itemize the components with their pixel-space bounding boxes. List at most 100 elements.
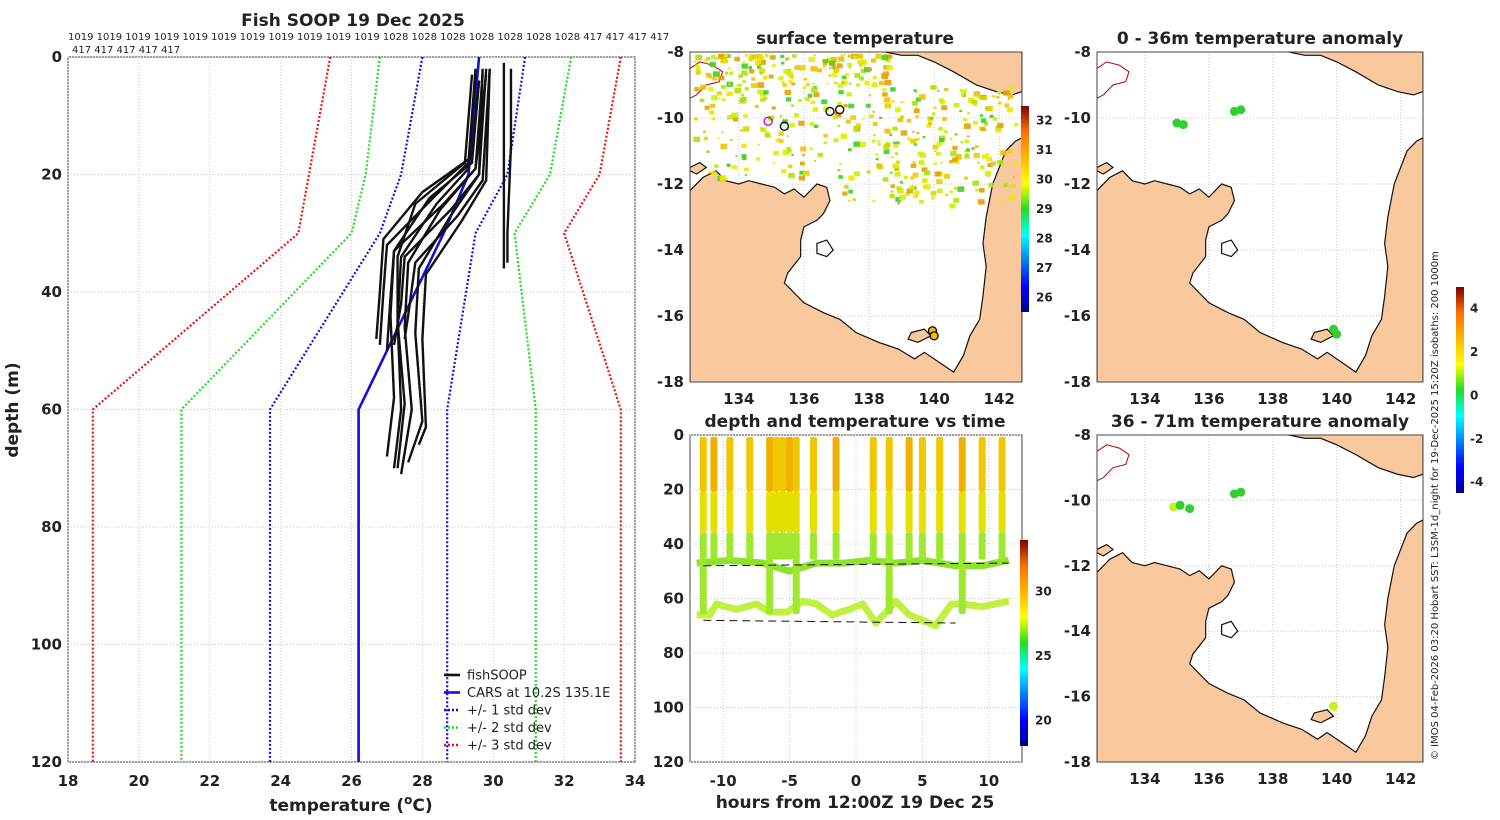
sst-pixel <box>934 171 941 177</box>
sst-pixel <box>808 56 815 62</box>
sst-pixel <box>848 66 852 69</box>
sst-pixel <box>895 141 900 145</box>
cast-location-marker <box>779 121 790 131</box>
surface-map-content <box>690 52 1022 382</box>
sst-pixel <box>794 65 800 70</box>
sst-pixel <box>708 75 713 79</box>
sst-pixel <box>967 112 970 115</box>
map-y-tick-label: -10 <box>1064 109 1091 127</box>
sst-pixel <box>714 56 719 60</box>
sst-pixel <box>809 147 813 151</box>
sst-pixel <box>787 149 792 153</box>
cast-segment <box>958 532 966 615</box>
map-x-tick-label: 136 <box>1193 770 1224 788</box>
mornington-island <box>1310 709 1335 724</box>
sst-pixel <box>961 90 967 95</box>
sst-pixel <box>768 74 774 79</box>
sst-pixel <box>894 166 900 171</box>
sst-pixel <box>973 152 980 158</box>
anomaly-36-71-ticks: 134 136 138 140 142 -8 -10 -12 -14 -16 -18 <box>1064 426 1416 788</box>
std-dev-line <box>446 56 527 762</box>
sst-pixel <box>885 58 891 63</box>
sst-pixel <box>787 135 790 138</box>
cast-segment <box>978 532 986 560</box>
sst-pixel <box>778 131 784 136</box>
sst-pixel <box>764 53 769 58</box>
sst-pixel <box>1010 183 1016 189</box>
x-tick-label: 0 <box>851 772 861 790</box>
y-tick-label: 0 <box>52 48 62 66</box>
sst-pixel <box>761 56 765 59</box>
sst-pixel <box>693 60 696 63</box>
sst-pixel <box>879 80 885 86</box>
sst-pixel <box>743 114 748 118</box>
deep-trajectory <box>696 597 1010 630</box>
sst-pixel <box>889 133 893 136</box>
sst-pixel <box>912 161 916 164</box>
cast-segment <box>958 491 966 533</box>
colorbar-tick-label: 28 <box>1036 231 1053 245</box>
sst-pixel <box>886 143 891 147</box>
sst-pixel <box>1014 162 1019 167</box>
sst-pixel <box>840 133 848 140</box>
depth-time-content <box>696 437 1010 630</box>
sst-pixel <box>731 112 738 118</box>
sst-pixel <box>936 188 943 193</box>
sst-pixel <box>916 137 920 141</box>
cast-segment <box>905 532 913 560</box>
sst-pixel <box>758 54 763 59</box>
sst-pixel <box>918 160 925 166</box>
sst-pixel <box>793 113 799 117</box>
sst-pixel <box>904 175 909 180</box>
sst-pixel <box>887 54 893 59</box>
sst-pixel <box>899 115 904 119</box>
sst-pixel <box>728 67 731 70</box>
sst-pixel <box>833 81 837 85</box>
sst-pixel <box>755 157 761 161</box>
sst-pixel <box>802 170 810 176</box>
cast-segment <box>786 532 794 560</box>
cast-location-marker <box>929 331 939 341</box>
sst-pixel <box>714 164 719 168</box>
sst-pixel <box>852 55 858 59</box>
sst-pixel <box>893 143 899 148</box>
sst-pixel <box>986 153 989 156</box>
x-tick-label: 22 <box>199 772 220 790</box>
sst-pixel <box>860 68 866 74</box>
sst-pixel <box>938 126 943 131</box>
sst-pixel <box>693 136 701 143</box>
sst-pixel <box>933 106 937 109</box>
sst-pixel <box>913 89 918 93</box>
sst-pixel <box>841 75 847 80</box>
fishsoop-profile <box>396 74 477 469</box>
sst-pixel <box>741 143 747 149</box>
sst-pixel <box>1007 93 1014 99</box>
sst-pixel <box>802 86 806 89</box>
sst-pixel <box>952 157 958 162</box>
profile-grid <box>67 56 636 763</box>
sst-pixel <box>959 89 963 92</box>
profile-lines <box>91 56 622 762</box>
sst-pixel <box>803 77 808 81</box>
sst-pixel <box>932 144 939 150</box>
legend-label: +/- 2 std dev <box>467 721 552 736</box>
map-y-tick-label: -16 <box>1064 688 1091 706</box>
sst-pixel <box>1007 98 1010 101</box>
x-tick-label: 18 <box>58 772 79 790</box>
cast-segment <box>726 437 734 492</box>
mornington-island <box>1310 328 1335 344</box>
sst-pixel <box>915 106 918 109</box>
sst-pixel <box>709 61 716 68</box>
cast-segment <box>710 491 718 533</box>
sst-pixel <box>848 189 853 194</box>
cast-segment <box>786 437 794 492</box>
sst-pixel <box>833 138 839 143</box>
sst-pixel <box>758 59 766 66</box>
sst-pixel <box>1008 149 1013 154</box>
sst-pixel <box>771 64 776 67</box>
sst-pixel <box>757 82 765 88</box>
sst-pixel <box>919 199 924 204</box>
sst-pixel <box>696 73 699 76</box>
sst-pixel <box>960 94 964 97</box>
sst-pixel <box>984 170 992 177</box>
